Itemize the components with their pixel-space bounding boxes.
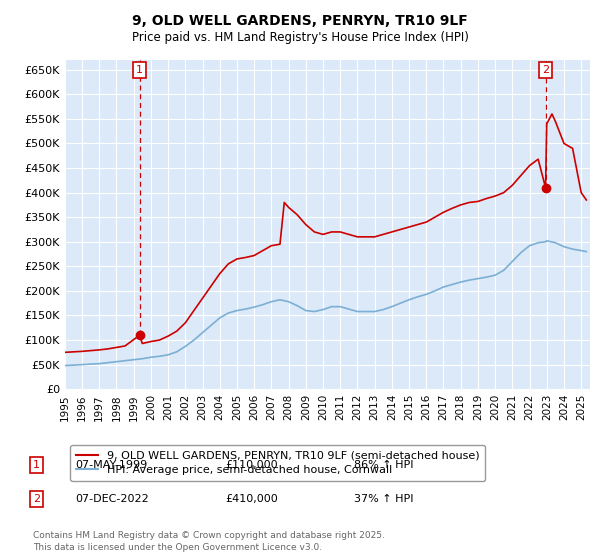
- Text: 2: 2: [542, 65, 549, 75]
- Text: 07-DEC-2022: 07-DEC-2022: [75, 494, 149, 504]
- Text: 07-MAY-1999: 07-MAY-1999: [75, 460, 147, 470]
- Text: Contains HM Land Registry data © Crown copyright and database right 2025.
This d: Contains HM Land Registry data © Crown c…: [33, 531, 385, 552]
- Text: Price paid vs. HM Land Registry's House Price Index (HPI): Price paid vs. HM Land Registry's House …: [131, 31, 469, 44]
- Text: £410,000: £410,000: [225, 494, 278, 504]
- Text: 1: 1: [33, 460, 40, 470]
- Legend: 9, OLD WELL GARDENS, PENRYN, TR10 9LF (semi-detached house), HPI: Average price,: 9, OLD WELL GARDENS, PENRYN, TR10 9LF (s…: [70, 445, 485, 481]
- Text: 37% ↑ HPI: 37% ↑ HPI: [354, 494, 413, 504]
- Text: £110,000: £110,000: [225, 460, 278, 470]
- Text: 2: 2: [33, 494, 40, 504]
- Text: 86% ↑ HPI: 86% ↑ HPI: [354, 460, 413, 470]
- Text: 9, OLD WELL GARDENS, PENRYN, TR10 9LF: 9, OLD WELL GARDENS, PENRYN, TR10 9LF: [132, 14, 468, 28]
- Text: 1: 1: [136, 65, 143, 75]
